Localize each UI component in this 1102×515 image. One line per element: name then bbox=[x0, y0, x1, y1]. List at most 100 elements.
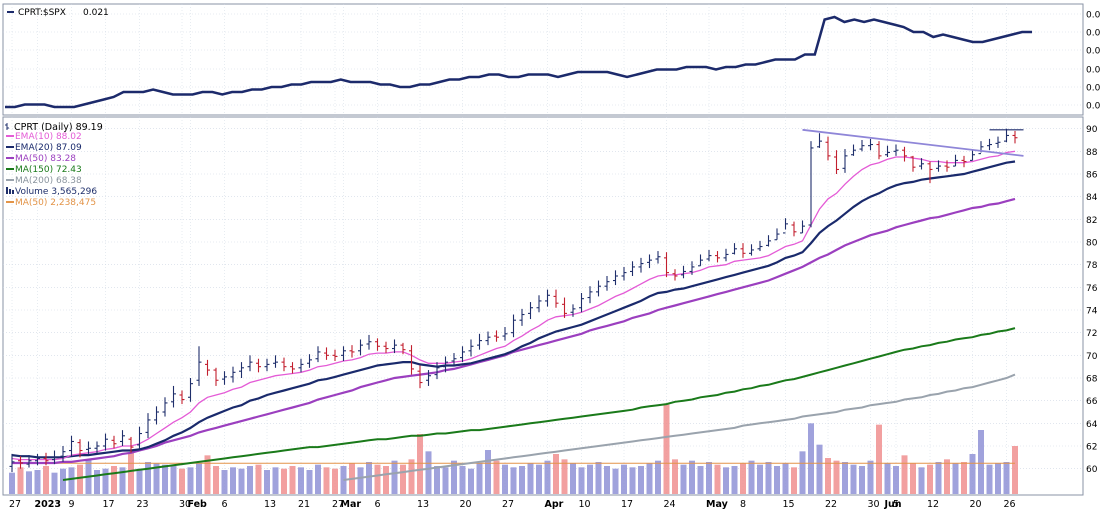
ohlc-bar bbox=[553, 289, 559, 308]
ohlc-bar bbox=[893, 144, 899, 156]
ohlc-bar bbox=[834, 150, 839, 174]
ratio-legend: CPRT:$SPX 0.021 bbox=[7, 8, 109, 18]
ohlc-bar bbox=[528, 302, 533, 320]
volume-bar bbox=[51, 472, 58, 494]
volume-bar bbox=[884, 463, 891, 494]
price-y-tick-label: 60 bbox=[1086, 465, 1098, 475]
volume-bar bbox=[995, 463, 1001, 494]
volume-bar bbox=[459, 466, 466, 494]
volume-bar bbox=[816, 444, 823, 494]
legend-ma50-label: MA(50) 83.28 bbox=[15, 154, 76, 164]
ratio-grid bbox=[3, 4, 1083, 115]
x-tick-label: 2023 bbox=[35, 499, 61, 510]
ohlc-bar bbox=[519, 308, 525, 326]
ohlc-bar bbox=[494, 330, 499, 342]
ohlc-bar bbox=[791, 221, 797, 237]
volume-bar bbox=[842, 462, 848, 494]
price-y-tick-label: 64 bbox=[1086, 420, 1098, 430]
ohlc-bar bbox=[154, 406, 159, 425]
volume-bar bbox=[238, 468, 245, 494]
ohlc-bar bbox=[94, 441, 100, 453]
volume-bar bbox=[502, 464, 508, 494]
volume-bar bbox=[323, 467, 330, 494]
volume-bars bbox=[9, 404, 1018, 494]
volume-bar bbox=[26, 471, 32, 494]
ohlc-bar bbox=[35, 453, 40, 466]
ohlc-bar bbox=[137, 426, 142, 451]
ohlc-bar bbox=[179, 390, 185, 405]
ohlc-bar bbox=[596, 280, 601, 297]
price-y-tick-label: 86 bbox=[1086, 171, 1098, 181]
ohlc-bar bbox=[341, 346, 346, 361]
volume-bar bbox=[111, 466, 117, 494]
ohlc-bar bbox=[281, 357, 287, 372]
x-tick-label: 30 bbox=[179, 499, 191, 510]
ohlc-bar bbox=[86, 441, 91, 454]
x-tick-label: 17 bbox=[103, 499, 115, 510]
ohlc-bar bbox=[766, 235, 771, 247]
x-tick-label: 27 bbox=[332, 499, 344, 510]
volume-bar bbox=[782, 463, 789, 494]
volume-bar bbox=[969, 454, 976, 494]
ohlc-bar bbox=[723, 248, 729, 262]
volume-bar bbox=[697, 466, 704, 494]
ohlc-bar bbox=[171, 385, 176, 408]
x-tick-label: 8 bbox=[740, 499, 746, 510]
volume-bar bbox=[791, 467, 797, 494]
ohlc-bar bbox=[902, 146, 907, 162]
ohlc-bar bbox=[638, 257, 644, 273]
volume-bar bbox=[272, 467, 279, 494]
volume-bar bbox=[740, 463, 746, 494]
volume-bar bbox=[859, 466, 865, 494]
ohlc-bar bbox=[885, 145, 890, 157]
volume-bar bbox=[765, 462, 772, 494]
ohlc-bar bbox=[451, 353, 457, 366]
x-tick-label: 26 bbox=[1004, 499, 1016, 510]
volume-icon bbox=[6, 187, 8, 194]
ohlc-bar bbox=[927, 161, 933, 184]
ohlc-bar bbox=[43, 452, 49, 466]
legend-ema10: EMA(10) 88.02 bbox=[6, 132, 82, 142]
volume-bar bbox=[706, 462, 712, 494]
ratio-y-tick-label: 0.0 bbox=[1086, 11, 1101, 21]
volume-bar bbox=[204, 455, 211, 494]
legend-ema20: EMA(20) 87.09 bbox=[6, 143, 82, 153]
x-tick-label: 30 bbox=[868, 499, 880, 510]
x-tick-label: Apr bbox=[545, 499, 564, 510]
ohlc-bar bbox=[366, 334, 372, 350]
price-y-tick-label: 80 bbox=[1086, 239, 1098, 249]
ohlc-bar bbox=[851, 144, 856, 156]
x-tick-label: 22 bbox=[825, 499, 837, 510]
legend-price: CPRT (Daily) 89.19 bbox=[5, 122, 103, 133]
ratio-y-tick-label: 0.0 bbox=[1086, 102, 1101, 112]
ratio-series-line bbox=[5, 15, 1032, 109]
ohlc-bar bbox=[111, 435, 117, 449]
volume-bar bbox=[357, 467, 364, 494]
volume-bar bbox=[935, 462, 942, 494]
volume-bar bbox=[264, 470, 270, 494]
ohlc-bar bbox=[77, 439, 83, 458]
ma150-line bbox=[62, 327, 1016, 481]
volume-bar bbox=[442, 467, 449, 494]
volume-bar bbox=[34, 470, 41, 494]
volume-bar bbox=[136, 468, 143, 494]
ohlc-bar bbox=[587, 286, 593, 304]
volume-bar bbox=[374, 464, 381, 494]
ohlc-bar bbox=[706, 249, 712, 262]
legend-volume-label: Volume 3,565,296 bbox=[15, 187, 97, 197]
ratio-panel: 0.0 0.0 0.0 0.0 0.0 0.0 CPRT:$SPX 0.021 bbox=[2, 3, 1101, 116]
legend-ema20-label: EMA(20) 87.09 bbox=[15, 143, 82, 153]
ohlc-bar bbox=[621, 266, 627, 281]
ohlc-bar bbox=[698, 254, 703, 267]
volume-bar bbox=[850, 464, 857, 494]
ohlc-bar bbox=[349, 345, 355, 358]
volume-bar bbox=[383, 466, 389, 494]
ohlc-bar bbox=[672, 269, 678, 281]
ohlc-bar bbox=[630, 261, 635, 276]
ohlc-bar bbox=[128, 436, 134, 453]
ohlc-bar bbox=[239, 362, 244, 378]
volume-bar bbox=[408, 459, 415, 494]
x-tick-label: 27 bbox=[9, 499, 21, 510]
